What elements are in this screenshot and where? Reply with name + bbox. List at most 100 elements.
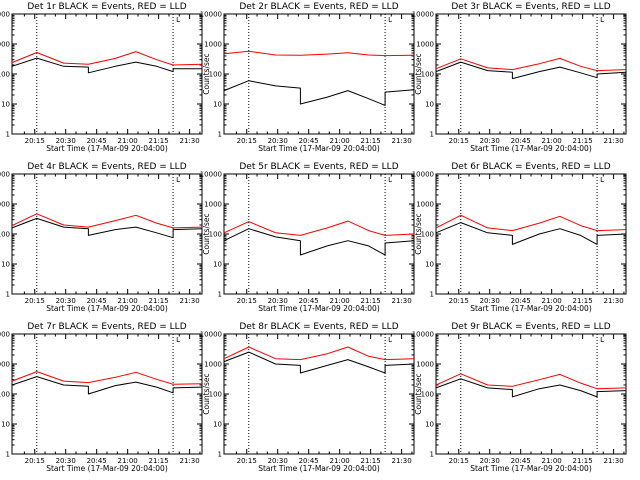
x-tick-label: 21:15 xyxy=(361,297,381,305)
x-tick-label: 21:00 xyxy=(542,457,562,465)
x-tick-label: 20:15 xyxy=(237,137,257,145)
panel-3: Det 3r BLACK = Events, RED = LLD 1 10 100 10… xyxy=(412,2,627,153)
y-tick-label: 1 xyxy=(218,131,222,139)
x-tick-label: 21:15 xyxy=(149,137,169,145)
x-tick-label: 20:15 xyxy=(449,297,469,305)
panel-2: Det 2r BLACK = Events, RED = LLD 1 10 100 10… xyxy=(200,2,415,153)
y-tick-label: 1 xyxy=(6,291,10,299)
x-tick-label: 21:30 xyxy=(604,297,624,305)
corner-marker: L xyxy=(176,336,180,344)
x-tick-label: 20:30 xyxy=(480,137,500,145)
y-tick-label: 1000 xyxy=(204,361,222,369)
x-tick-label: 21:15 xyxy=(149,457,169,465)
x-tick-label: 21:30 xyxy=(180,137,200,145)
x-tick-label: 21:15 xyxy=(361,137,381,145)
x-tick-label: 20:15 xyxy=(25,297,45,305)
x-axis-label: Start Time (17-Mar-09 20:04:00) xyxy=(258,144,380,153)
x-tick-label: 21:00 xyxy=(542,137,562,145)
panel-title: Det 6r BLACK = Events, RED = LLD xyxy=(451,162,610,172)
x-tick-label: 20:45 xyxy=(299,457,319,465)
x-tick-label: 21:00 xyxy=(118,137,138,145)
x-axis-label: Start Time (17-Mar-09 20:04:00) xyxy=(258,304,380,313)
y-axis-label: Counts/sec xyxy=(202,213,211,254)
corner-marker: L xyxy=(176,176,180,184)
panel-title: Det 8r BLACK = Events, RED = LLD xyxy=(239,322,398,332)
x-tick-label: 21:30 xyxy=(180,297,200,305)
x-tick-label: 20:45 xyxy=(87,297,107,305)
panel-title: Det 4r BLACK = Events, RED = LLD xyxy=(27,162,186,172)
x-tick-label: 21:15 xyxy=(361,457,381,465)
x-tick-label: 20:15 xyxy=(25,137,45,145)
x-axis-label: Start Time (17-Mar-09 20:04:00) xyxy=(46,464,168,473)
panel-6: Det 6r BLACK = Events, RED = LLD 1 10 100 10… xyxy=(412,162,627,313)
y-tick-label: 10 xyxy=(1,261,10,269)
x-tick-label: 20:30 xyxy=(56,137,76,145)
y-tick-label: 1000 xyxy=(416,201,434,209)
y-tick-label: 1 xyxy=(430,291,434,299)
panel-title: Det 3r BLACK = Events, RED = LLD xyxy=(451,2,610,12)
lld-series-line xyxy=(11,51,203,66)
y-tick-label: 10 xyxy=(425,101,434,109)
x-tick-label: 21:30 xyxy=(180,457,200,465)
lld-series-line xyxy=(435,214,627,232)
lld-series-line xyxy=(11,371,203,385)
x-tick-label: 20:30 xyxy=(268,457,288,465)
y-tick-label: 10 xyxy=(213,421,222,429)
y-tick-label: 100 xyxy=(0,71,10,79)
x-tick-label: 21:30 xyxy=(392,457,412,465)
y-tick-label: 10000 xyxy=(200,11,222,19)
x-tick-label: 20:30 xyxy=(480,297,500,305)
x-tick-label: 20:45 xyxy=(87,137,107,145)
y-tick-label: 1 xyxy=(218,451,222,459)
x-tick-label: 20:30 xyxy=(56,297,76,305)
y-tick-label: 100 xyxy=(421,391,434,399)
y-tick-label: 10000 xyxy=(412,331,434,339)
panel-4: Det 4r BLACK = Events, RED = LLD 1 10 100 10… xyxy=(0,162,203,313)
y-tick-label: 100 xyxy=(209,391,222,399)
x-axis-label: Start Time (17-Mar-09 20:04:00) xyxy=(470,144,592,153)
y-tick-label: 100 xyxy=(0,231,10,239)
y-axis-label: Counts/sec xyxy=(414,373,423,414)
y-tick-label: 10 xyxy=(425,421,434,429)
x-axis-label: Start Time (17-Mar-09 20:04:00) xyxy=(470,304,592,313)
y-tick-label: 1000 xyxy=(0,361,10,369)
y-tick-label: 100 xyxy=(209,71,222,79)
y-tick-label: 10 xyxy=(425,261,434,269)
x-tick-label: 20:15 xyxy=(449,457,469,465)
y-tick-label: 100 xyxy=(209,231,222,239)
x-tick-label: 21:30 xyxy=(392,137,412,145)
y-tick-label: 10 xyxy=(1,421,10,429)
lld-series-line xyxy=(223,220,415,236)
x-tick-label: 21:15 xyxy=(149,297,169,305)
x-tick-label: 20:30 xyxy=(480,457,500,465)
x-tick-label: 21:00 xyxy=(330,457,350,465)
x-tick-label: 20:15 xyxy=(237,297,257,305)
x-tick-label: 20:45 xyxy=(511,297,531,305)
y-tick-label: 100 xyxy=(0,391,10,399)
x-tick-label: 21:30 xyxy=(604,457,624,465)
x-tick-label: 20:30 xyxy=(268,297,288,305)
events-series-line xyxy=(11,217,203,239)
panel-title: Det 7r BLACK = Events, RED = LLD xyxy=(27,322,186,332)
y-axis-label: Counts/sec xyxy=(414,53,423,94)
events-series-line xyxy=(11,57,202,74)
x-tick-label: 20:15 xyxy=(237,457,257,465)
x-tick-label: 21:00 xyxy=(542,297,562,305)
y-tick-label: 10000 xyxy=(0,11,10,19)
x-tick-label: 21:00 xyxy=(118,457,138,465)
y-tick-label: 1 xyxy=(218,291,222,299)
y-tick-label: 1 xyxy=(6,451,10,459)
x-tick-label: 20:15 xyxy=(449,137,469,145)
panel-title: Det 5r BLACK = Events, RED = LLD xyxy=(239,162,398,172)
x-axis-label: Start Time (17-Mar-09 20:04:00) xyxy=(470,464,592,473)
panel-title: Det 2r BLACK = Events, RED = LLD xyxy=(239,2,398,12)
panel-title: Det 9r BLACK = Events, RED = LLD xyxy=(451,322,610,332)
y-tick-label: 1 xyxy=(6,131,10,139)
y-tick-label: 10 xyxy=(213,261,222,269)
corner-marker: L xyxy=(600,176,604,184)
corner-marker: L xyxy=(176,16,180,24)
y-tick-label: 100 xyxy=(421,231,434,239)
events-series-line xyxy=(223,228,415,256)
panel-1: Det 1r BLACK = Events, RED = LLD 1 10 100 10… xyxy=(0,2,203,153)
x-tick-label: 21:00 xyxy=(330,297,350,305)
